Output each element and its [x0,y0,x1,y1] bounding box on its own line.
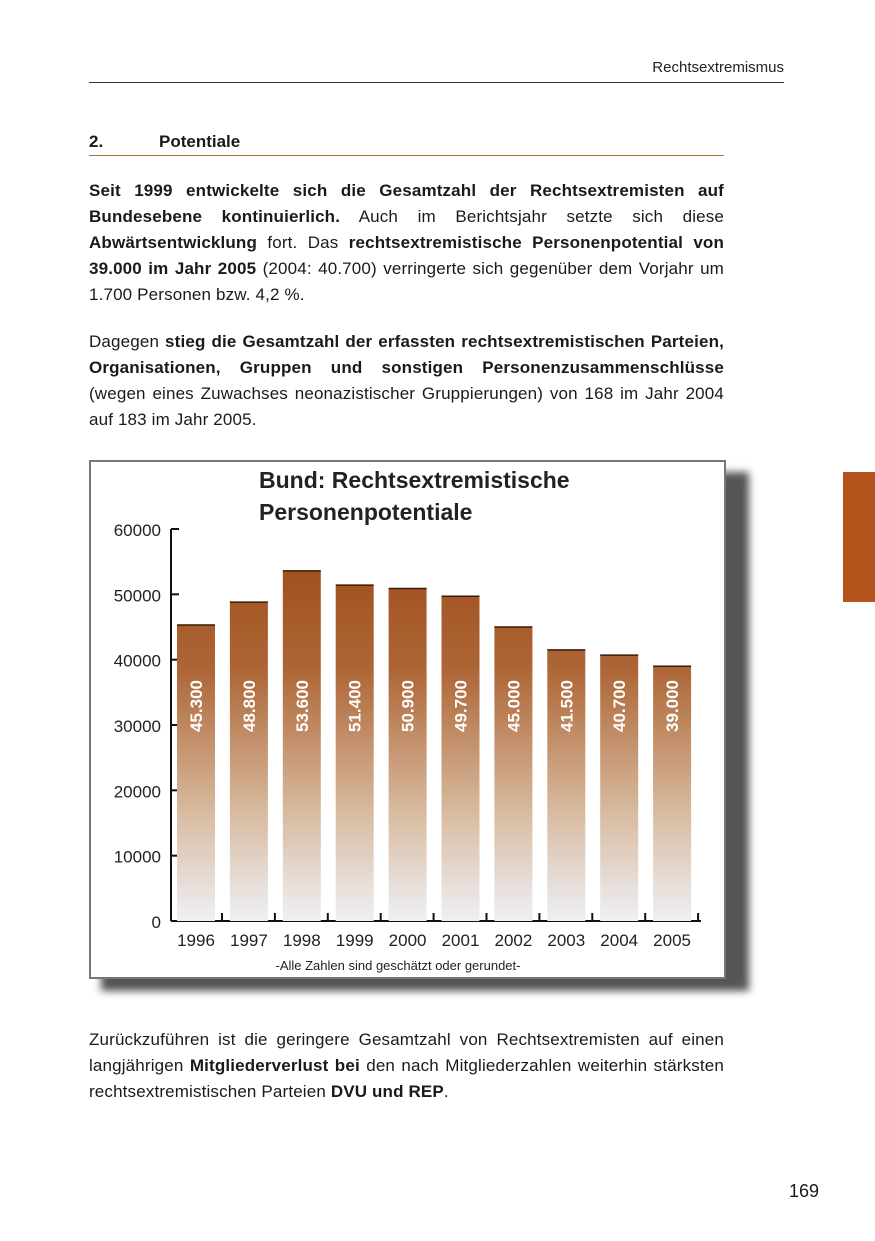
bar-value-label: 51.400 [346,680,365,732]
bold-text: Mitgliederverlust bei [189,1056,360,1075]
paragraph-2: Dagegen stieg die Gesamtzahl der erfasst… [89,329,724,433]
x-tick-label: 2002 [494,931,532,950]
bar-value-label: 45.300 [187,680,206,732]
header-rule [89,82,784,83]
bar [441,596,480,921]
bar [229,602,268,921]
y-tick-label: 30000 [114,717,161,736]
paragraph-3: Zurückzuführen ist die geringere Gesamtz… [89,1027,724,1105]
bar [388,588,427,921]
x-tick-label: 1999 [336,931,374,950]
bar-value-label: 48.800 [240,680,259,732]
bar [335,585,374,921]
bold-text: DVU und REP [330,1082,444,1101]
bar [282,570,321,921]
y-tick-label: 40000 [114,652,161,671]
x-tick-label: 2004 [600,931,638,950]
section-heading: 2. Potentiale [89,132,724,156]
bold-text: stieg die Gesamtzahl der erfassten recht… [89,332,724,377]
bar-value-label: 39.000 [663,680,682,732]
x-tick-label: 2000 [389,931,427,950]
y-tick-label: 50000 [114,586,161,605]
text-run: den nach Mitgliederzahlen weiterhin stär… [89,1056,724,1101]
text-run: (wegen eines Zuwachses neonazistischer G… [89,384,724,429]
text-run: (2004: 40.700) verringerte sich gegenübe… [89,259,724,304]
chart-title: Personenpotentiale [259,499,472,525]
bar [494,627,533,921]
text-run: fort. Das [257,233,349,252]
chapter-tab [843,472,875,602]
bar [547,649,586,921]
section-title: Potentiale [159,132,241,151]
bold-text: Seit 1999 entwickelte sich die Gesamtzah… [89,181,724,226]
bar [653,666,692,921]
x-tick-label: 2001 [442,931,480,950]
paragraph-1: Seit 1999 entwickelte sich die Gesamtzah… [89,178,724,308]
y-tick-label: 60000 [114,521,161,540]
x-tick-label: 1997 [230,931,268,950]
chart-title: Bund: Rechtsextremistische [259,467,570,493]
bar-value-label: 45.000 [504,680,523,732]
section-number: 2. [89,132,104,151]
text-run: . [443,1082,449,1101]
bar [600,655,639,921]
x-tick-label: 2005 [653,931,691,950]
bar-value-label: 40.700 [610,680,629,732]
y-tick-label: 10000 [114,848,161,867]
running-head: Rechtsextremismus [652,59,784,76]
text-run: Auch im Berichtsjahr setzte sich diese [340,207,724,226]
bar-value-label: 53.600 [293,680,312,732]
y-tick-label: 20000 [114,782,161,801]
x-tick-label: 2003 [547,931,585,950]
bar-value-label: 41.500 [557,680,576,732]
bold-text: rechtsextremistische Personenpotential v… [89,233,724,278]
text-run: Zurückzuführen ist die geringere Gesamtz… [89,1030,724,1075]
page-number: 169 [788,1181,819,1201]
x-tick-label: 1996 [177,931,215,950]
y-tick-label: 0 [152,913,161,932]
chart-note: -Alle Zahlen sind geschätzt oder gerunde… [276,958,521,973]
bold-text: Abwärtsentwicklung [89,233,258,252]
bar-value-label: 49.700 [452,680,471,732]
bar-value-label: 50.900 [399,680,418,732]
bar [177,625,215,921]
text-run: Dagegen [89,332,166,351]
x-tick-label: 1998 [283,931,321,950]
